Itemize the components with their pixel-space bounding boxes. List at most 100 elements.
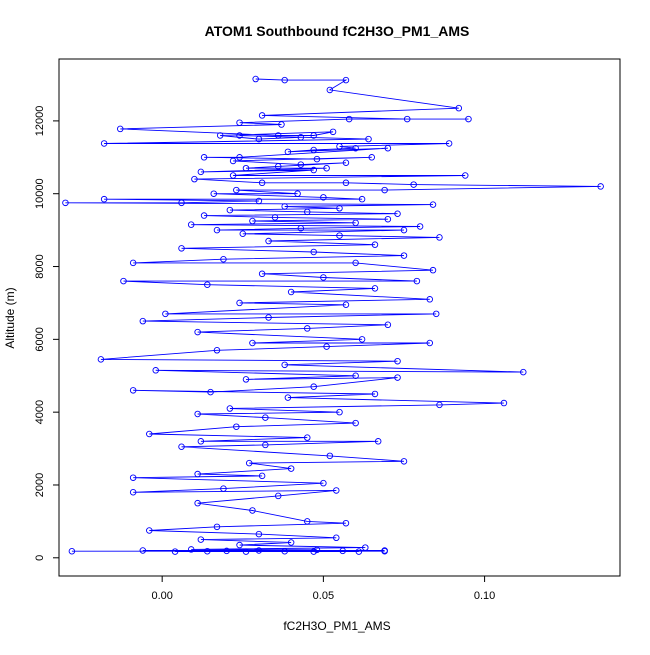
data-point xyxy=(313,546,321,554)
data-point xyxy=(216,132,224,139)
data-point xyxy=(436,401,443,409)
data-point xyxy=(394,210,401,217)
data-point xyxy=(394,357,401,365)
data-point xyxy=(220,255,227,263)
data-point xyxy=(333,487,340,494)
data-point xyxy=(287,288,295,296)
data-point xyxy=(436,234,443,241)
data-point xyxy=(129,474,137,481)
data-point xyxy=(194,499,201,507)
x-axis: 0.00 0.05 0.10 xyxy=(151,575,495,602)
data-point xyxy=(403,115,411,123)
data-point xyxy=(258,112,266,119)
data-point xyxy=(117,125,124,133)
data-point xyxy=(281,203,288,210)
data-point xyxy=(265,237,272,245)
y-tick-label: 4000 xyxy=(34,400,46,424)
data-point xyxy=(304,434,311,441)
data-point xyxy=(226,405,234,412)
data-point xyxy=(304,518,311,525)
data-point xyxy=(358,195,366,203)
data-point xyxy=(278,121,285,128)
data-point xyxy=(178,199,185,207)
data-point xyxy=(384,215,392,223)
data-point xyxy=(326,86,334,94)
data-point xyxy=(313,155,321,163)
data-point xyxy=(194,470,201,478)
data-point xyxy=(400,252,408,259)
data-point xyxy=(229,157,237,165)
data-point xyxy=(336,205,343,212)
data-point xyxy=(213,226,221,234)
x-tick-label: 0.10 xyxy=(474,590,495,602)
data-point xyxy=(355,548,363,555)
data-point xyxy=(310,132,317,139)
data-point xyxy=(139,317,147,325)
data-point xyxy=(258,472,266,480)
data-point xyxy=(342,159,350,167)
data-point xyxy=(239,230,247,238)
data-point xyxy=(426,296,434,303)
data-point xyxy=(426,339,434,347)
data-point xyxy=(194,410,201,418)
data-point xyxy=(336,143,343,150)
y-tick-label: 0 xyxy=(34,555,46,561)
data-point xyxy=(242,376,250,383)
data-point xyxy=(310,166,317,174)
data-point xyxy=(249,507,256,514)
data-point xyxy=(384,144,392,152)
data-point xyxy=(339,547,346,555)
data-point xyxy=(323,343,330,350)
data-point xyxy=(197,536,205,543)
data-point xyxy=(129,489,137,496)
data-point xyxy=(245,459,253,467)
data-point xyxy=(242,164,250,172)
data-point xyxy=(191,175,198,183)
y-tick-label: 6000 xyxy=(34,327,46,351)
data-point xyxy=(432,310,440,318)
data-point xyxy=(178,245,185,252)
data-point xyxy=(297,225,305,232)
data-point xyxy=(236,154,243,161)
data-point xyxy=(236,132,243,139)
data-point xyxy=(394,374,401,381)
data-point xyxy=(284,394,292,401)
data-point xyxy=(187,546,195,553)
data-point xyxy=(320,479,327,487)
data-point xyxy=(197,168,205,176)
data-point xyxy=(410,181,417,188)
data-point xyxy=(323,164,330,172)
data-point xyxy=(223,547,230,555)
data-point xyxy=(146,430,153,438)
data-point xyxy=(281,76,288,84)
data-point xyxy=(342,76,350,84)
data-point xyxy=(97,356,105,363)
data-point xyxy=(68,547,76,555)
data-point xyxy=(352,144,359,152)
data-point xyxy=(262,441,269,449)
data-point xyxy=(352,372,359,380)
data-point xyxy=(236,541,243,549)
data-point xyxy=(255,530,263,538)
data-point xyxy=(336,232,343,239)
x-tick-label: 0.05 xyxy=(313,590,334,602)
series-layer xyxy=(62,75,604,555)
data-point xyxy=(429,266,437,274)
data-point xyxy=(326,452,334,460)
data-point xyxy=(204,281,211,288)
data-point xyxy=(352,219,359,227)
data-point xyxy=(207,388,214,396)
data-point xyxy=(455,104,463,112)
data-point xyxy=(249,217,256,225)
data-point xyxy=(345,115,353,123)
chart-title: ATOM1 Southbound fC2H3O_PM1_AMS xyxy=(205,23,470,39)
data-point xyxy=(384,321,392,329)
y-tick-label: 8000 xyxy=(34,254,46,278)
data-point xyxy=(520,368,527,376)
data-point xyxy=(271,214,279,221)
data-point xyxy=(220,485,227,492)
data-point xyxy=(213,347,221,354)
data-point xyxy=(310,248,317,256)
